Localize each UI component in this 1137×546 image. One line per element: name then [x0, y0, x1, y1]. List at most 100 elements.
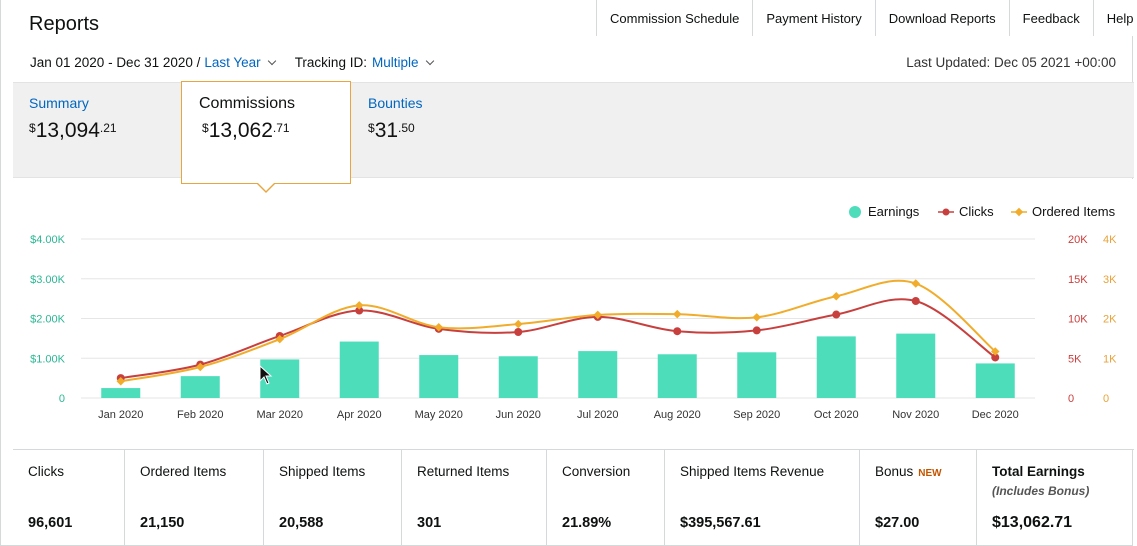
- amount-cents: .71: [272, 121, 290, 135]
- legend-label: Earnings: [868, 204, 920, 219]
- earnings-bar: [180, 376, 220, 398]
- amount-dollars: 31: [374, 119, 399, 142]
- right2-axis-tick-label: 0: [1103, 393, 1109, 405]
- stat-value: $395,567.61: [680, 515, 761, 531]
- tab-commissions[interactable]: Commissions $13,062.71: [181, 81, 351, 184]
- left-axis-tick-label: $4.00K: [30, 234, 66, 246]
- top-nav: Commission Schedule Payment History Down…: [596, 0, 1137, 36]
- currency-symbol: $: [202, 121, 209, 135]
- new-badge: NEW: [918, 468, 942, 479]
- legend-label: Ordered Items: [1032, 204, 1116, 219]
- ordered-items-point: [116, 377, 125, 386]
- active-tab-pointer-fill: [257, 182, 275, 191]
- stat-label: Clicks: [28, 464, 64, 479]
- commission-schedule-button[interactable]: Commission Schedule: [597, 0, 754, 36]
- earnings-bar: [816, 336, 856, 398]
- ordered-items-point: [832, 291, 841, 301]
- right1-axis-tick-label: 5K: [1068, 353, 1082, 365]
- stat-label: Shipped Items: [279, 464, 366, 479]
- x-axis-tick-label: Aug 2020: [654, 409, 701, 421]
- legend-line-icon: [1011, 207, 1027, 216]
- x-axis-tick-label: Sep 2020: [733, 409, 780, 421]
- clicks-point: [752, 326, 761, 335]
- chart-canvas: 0 $1.00K $2.00K $3.00K $4.00K 0 5K 10K 15K 20K 0 1K…: [30, 234, 1117, 421]
- ordered-items-point: [434, 323, 443, 332]
- right1-axis-tick-label: 20K: [1068, 234, 1088, 246]
- clicks-point: [991, 353, 1000, 362]
- left-axis-tick-label: $1.00K: [30, 353, 66, 365]
- ordered-items-line: [120, 279, 996, 383]
- stat-value: 96,601: [28, 515, 73, 531]
- clicks-line: [120, 298, 996, 380]
- right2-axis-tick-label: 3K: [1103, 274, 1117, 286]
- legend-line-icon: [938, 208, 954, 215]
- x-axis-tick-label: Feb 2020: [177, 409, 223, 421]
- ordered-items-point: [275, 334, 284, 344]
- x-axis-tick-label: Jul 2020: [577, 409, 619, 421]
- x-axis-tick-label: Apr 2020: [337, 409, 382, 421]
- currency-symbol: $: [29, 121, 36, 135]
- stat-value: 20,588: [279, 515, 324, 531]
- last-updated-text: Last Updated: Dec 05 2021 +00:00: [906, 55, 1116, 70]
- legend-ordered-items[interactable]: Ordered Items: [1011, 204, 1115, 219]
- feedback-button[interactable]: Feedback: [1009, 0, 1094, 36]
- help-button[interactable]: Help: [1093, 0, 1137, 36]
- amount-dollars: 13,094: [35, 119, 100, 142]
- download-reports-button[interactable]: Download Reports: [875, 0, 1010, 36]
- stat-label: Returned Items: [417, 464, 510, 479]
- left-axis-tick-label: 0: [59, 393, 65, 405]
- x-axis-tick-label: Oct 2020: [814, 409, 859, 421]
- page-title: Reports: [29, 13, 100, 35]
- x-axis-tick-label: Nov 2020: [892, 409, 939, 421]
- earnings-bar: [896, 333, 936, 398]
- left-axis-tick-label: $3.00K: [30, 274, 66, 286]
- legend-dot-icon: [849, 205, 861, 218]
- earnings-bar: [498, 356, 538, 398]
- legend-clicks[interactable]: Clicks: [938, 204, 994, 219]
- legend-label: Clicks: [959, 204, 994, 219]
- amount-dollars: 13,062: [208, 119, 273, 142]
- earnings-bar: [578, 351, 618, 398]
- tab-bounties-label: Bounties: [368, 95, 423, 111]
- tracking-id-label: Tracking ID:: [294, 55, 367, 70]
- clicks-point: [832, 310, 841, 319]
- tracking-id-dropdown[interactable]: Multiple: [371, 55, 419, 70]
- x-axis-tick-label: Jun 2020: [496, 409, 541, 421]
- stat-shipped-items: Shipped Items 20,588: [264, 450, 402, 546]
- tab-commissions-label: Commissions: [199, 95, 296, 112]
- chevron-down-icon[interactable]: [425, 56, 434, 65]
- tab-summary[interactable]: Summary $13,094.21: [13, 83, 181, 179]
- x-axis-tick-label: Dec 2020: [972, 409, 1019, 421]
- ordered-items-point: [514, 319, 523, 329]
- stat-bonus: Bonus NEW $27.00: [860, 450, 977, 546]
- right2-axis-tick-label: 2K: [1103, 314, 1117, 326]
- mouse-cursor-icon: [259, 365, 273, 385]
- left-axis-tick-label: $2.00K: [30, 314, 66, 326]
- clicks-point: [911, 297, 920, 306]
- stat-value: 21.89%: [562, 515, 612, 531]
- amount-cents: .21: [99, 121, 117, 135]
- period-dropdown[interactable]: Last Year: [204, 55, 261, 70]
- x-axis-tick-label: Jan 2020: [98, 409, 143, 421]
- chevron-down-icon[interactable]: [267, 56, 276, 65]
- filter-row: Jan 01 2020 - Dec 31 2020 / Last Year Tr…: [30, 55, 434, 70]
- stat-value: $13,062.71: [992, 514, 1073, 531]
- stat-label: Total Earnings: [992, 464, 1085, 479]
- stats-row: Clicks 96,601 Ordered Items 21,150 Shipp…: [13, 449, 1134, 546]
- x-axis-tick-label: Mar 2020: [257, 409, 303, 421]
- right1-axis-tick-label: 10K: [1068, 314, 1088, 326]
- stat-total-earnings: Total Earnings (Includes Bonus) $13,062.…: [977, 450, 1134, 546]
- date-range-text: Jan 01 2020 - Dec 31 2020 /: [30, 55, 201, 70]
- stat-value: 301: [417, 515, 442, 531]
- stat-label: Ordered Items: [140, 464, 227, 479]
- earnings-bar: [975, 363, 1015, 398]
- legend-earnings[interactable]: Earnings: [849, 204, 919, 219]
- ordered-items-point: [196, 362, 205, 372]
- tab-bounties[interactable]: Bounties $31.50: [352, 83, 502, 179]
- stat-sublabel: (Includes Bonus): [992, 484, 1090, 498]
- earnings-bar: [657, 354, 697, 398]
- amount-cents: .50: [398, 121, 415, 135]
- payment-history-button[interactable]: Payment History: [753, 0, 876, 36]
- stat-clicks: Clicks 96,601: [13, 450, 125, 546]
- stat-conversion: Conversion 21.89%: [547, 450, 665, 546]
